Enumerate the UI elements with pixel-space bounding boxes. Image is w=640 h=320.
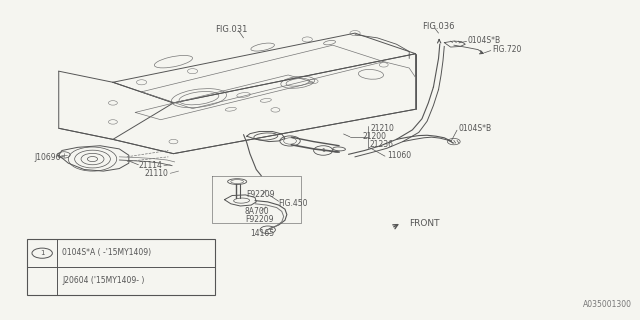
Text: 0104S*B: 0104S*B [468, 36, 501, 44]
Text: J10696: J10696 [35, 153, 61, 162]
Bar [27, 239, 215, 295]
Text: F92209: F92209 [245, 215, 273, 224]
Text: 21200: 21200 [362, 132, 386, 141]
Text: 8A700: 8A700 [245, 207, 269, 216]
Text: 1: 1 [40, 250, 44, 256]
Text: FRONT: FRONT [409, 219, 440, 228]
Text: A035001300: A035001300 [583, 300, 632, 309]
Text: FIG.720: FIG.720 [492, 45, 522, 54]
Text: 21114: 21114 [138, 161, 163, 170]
Text: FIG.031: FIG.031 [215, 25, 247, 34]
Text: 21110: 21110 [145, 169, 168, 178]
Text: J20604 ('15MY1409- ): J20604 ('15MY1409- ) [62, 276, 144, 285]
Text: 1: 1 [321, 148, 325, 153]
Text: 0104S*A ( -'15MY1409): 0104S*A ( -'15MY1409) [62, 248, 151, 257]
Text: 0104S*B: 0104S*B [458, 124, 492, 133]
Text: 21236: 21236 [370, 140, 394, 149]
Text: 11060: 11060 [387, 151, 411, 160]
Text: FIG.036: FIG.036 [422, 22, 454, 31]
Text: F92209: F92209 [246, 190, 275, 199]
Text: 21210: 21210 [371, 124, 395, 133]
Text: FIG.450: FIG.450 [278, 199, 308, 208]
Text: 14165: 14165 [251, 229, 275, 238]
